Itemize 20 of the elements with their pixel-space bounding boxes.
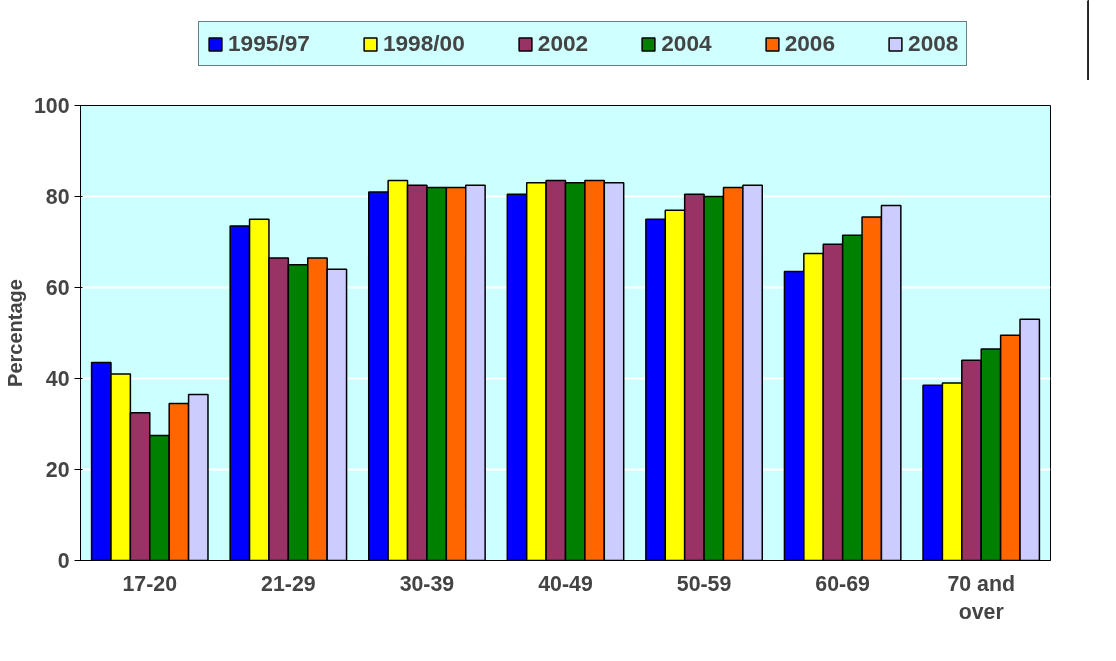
x-tick-label: 70 and over bbox=[947, 571, 1016, 625]
y-axis-title: Percentage bbox=[3, 279, 26, 387]
x-tick-label: 60-69 bbox=[815, 571, 871, 596]
x-tick-label: 40-49 bbox=[538, 571, 593, 596]
y-tick-label: 0 bbox=[57, 549, 70, 573]
y-tick-label: 100 bbox=[33, 94, 70, 118]
y-tick-label: 60 bbox=[45, 276, 70, 300]
x-tick-label: 17-20 bbox=[122, 571, 178, 596]
legend-label: 2006 bbox=[784, 30, 836, 57]
x-tick-label: 30-39 bbox=[399, 571, 455, 596]
x-tick-label: 50-59 bbox=[676, 571, 732, 596]
x-tick-label: 21-29 bbox=[261, 571, 316, 596]
legend-label: 2008 bbox=[908, 30, 959, 57]
legend-label: 2002 bbox=[537, 30, 589, 57]
legend-label: 2004 bbox=[661, 30, 712, 57]
legend-label: 1998/00 bbox=[382, 30, 465, 57]
y-tick-label: 20 bbox=[45, 458, 70, 482]
legend-label: 1995/97 bbox=[228, 30, 310, 57]
y-tick-label: 40 bbox=[45, 367, 70, 391]
y-tick-label: 80 bbox=[45, 185, 70, 209]
